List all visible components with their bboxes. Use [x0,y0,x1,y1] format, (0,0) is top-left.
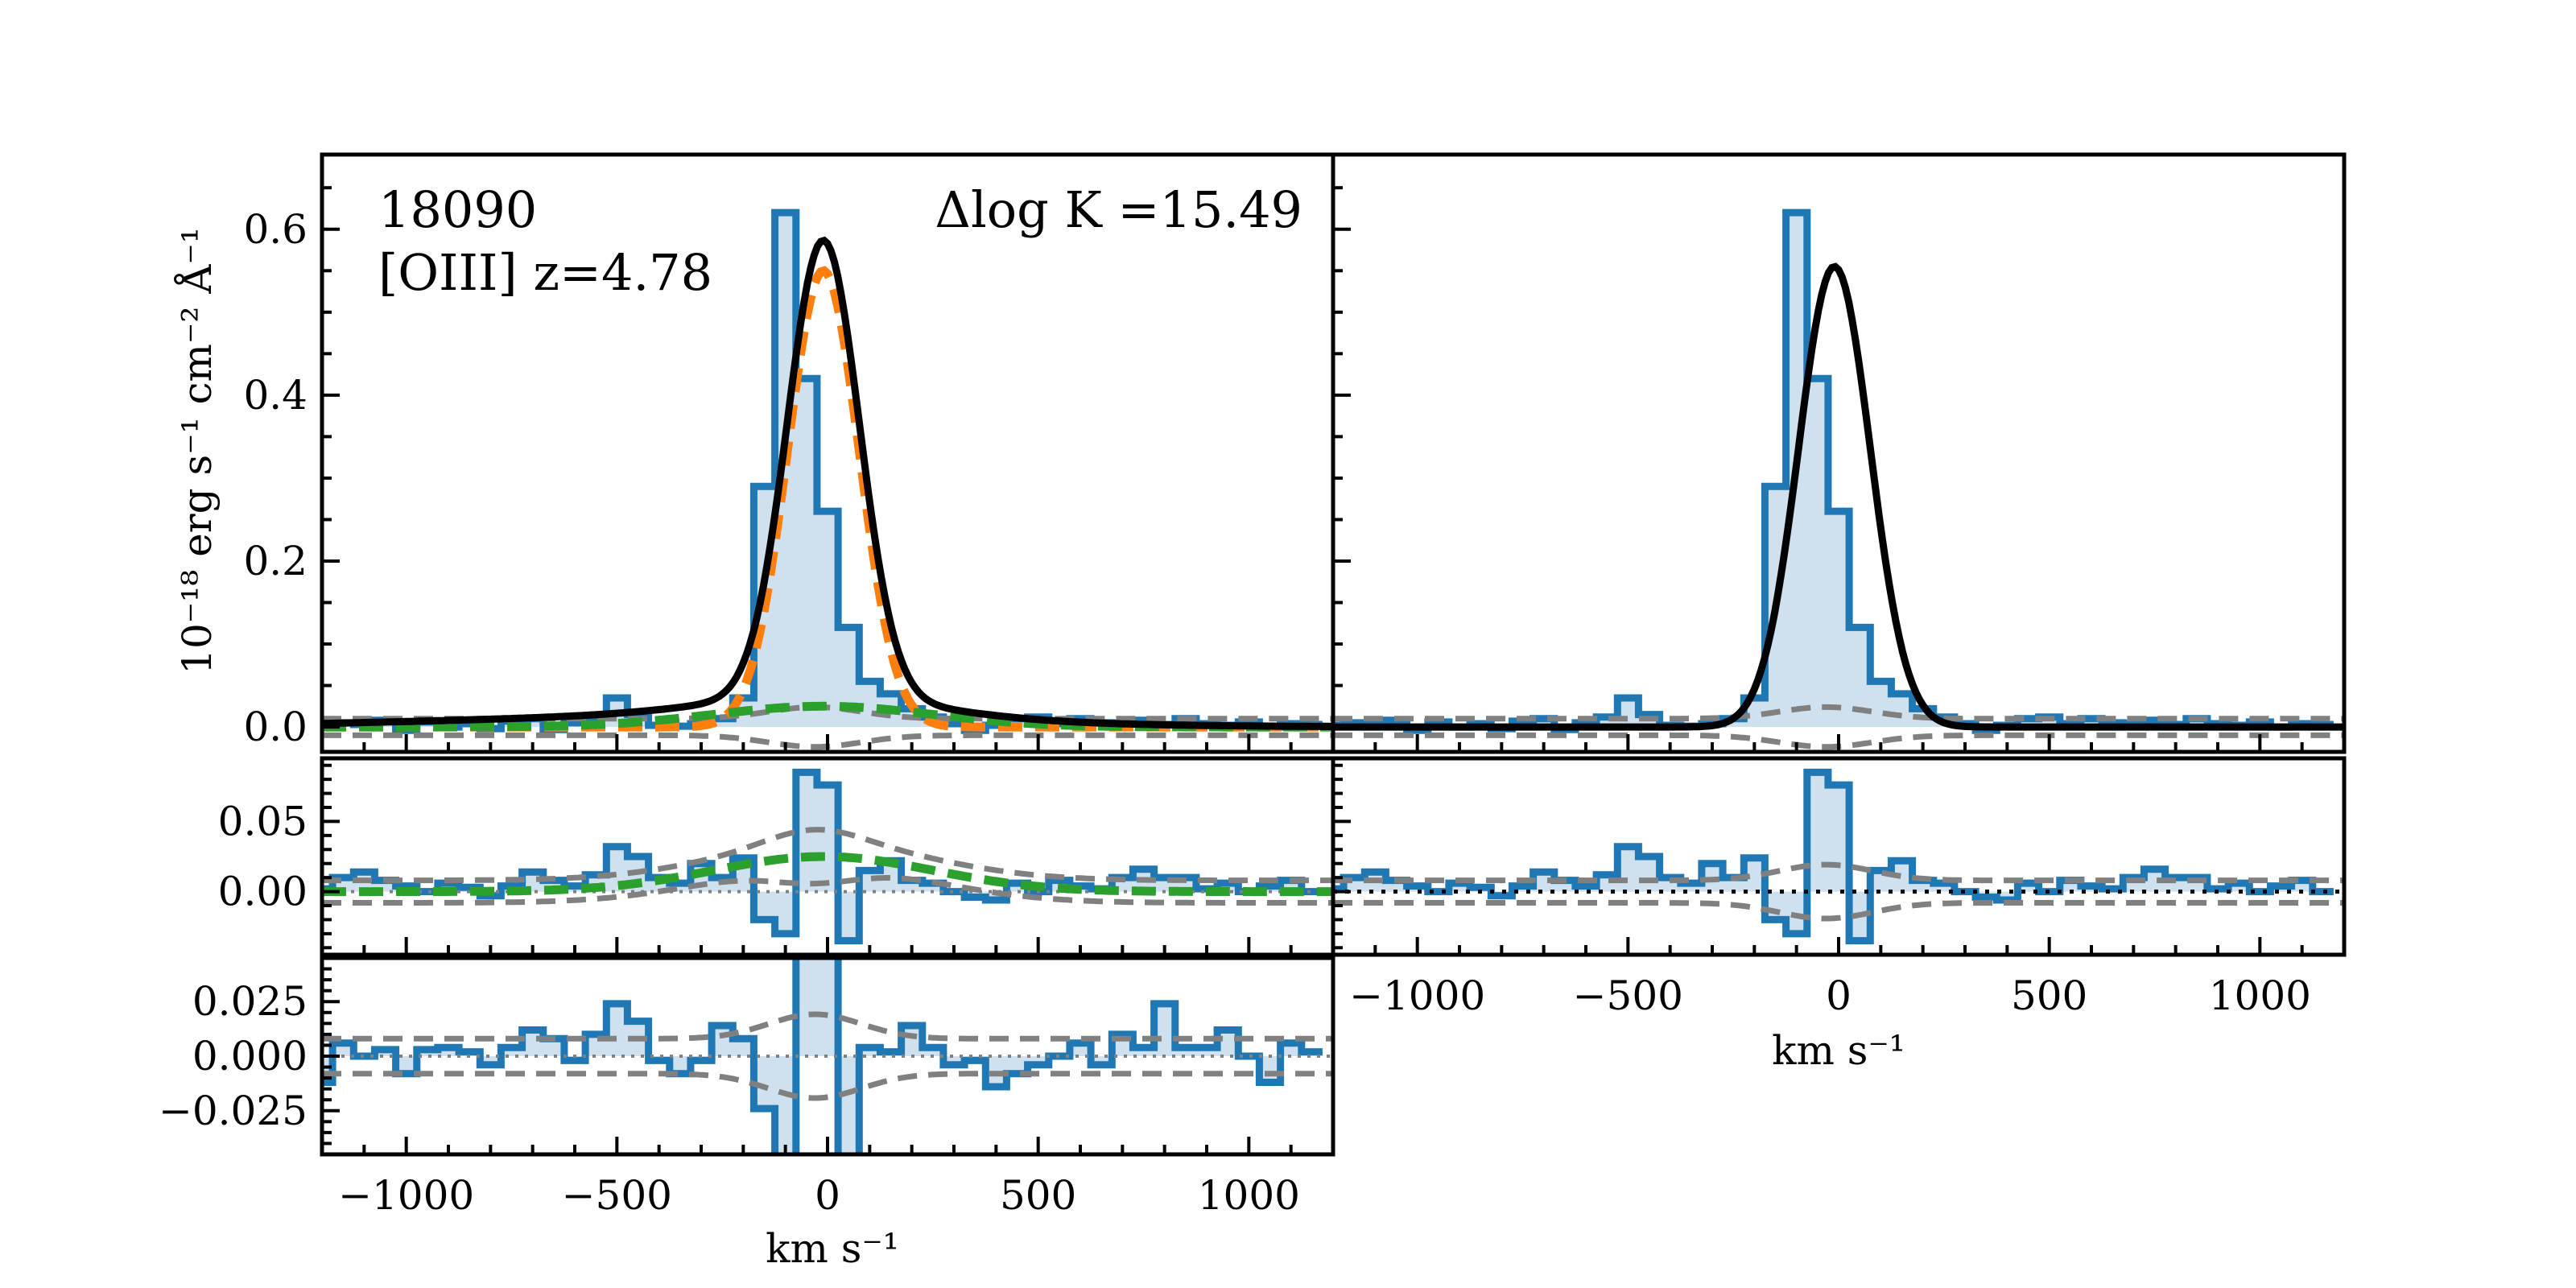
ml-broad-component [322,852,1333,897]
tl-broad-component [322,701,1333,732]
x-axis-label-right: km s⁻¹ [1772,1027,1905,1074]
mr-data-fill [1333,772,2334,941]
tl-data-fill [322,213,1323,731]
ml-noise-lower [322,875,1333,906]
line-redshift-label: [OIII] z=4.78 [378,243,712,302]
bl-noise-lower [322,1071,1333,1101]
tl-total-fit [322,236,1333,730]
y-axis-label: 10⁻¹⁸ erg s⁻¹ cm⁻² Å⁻¹ [173,227,221,675]
bl-xtick-label: 500 [1000,1172,1076,1219]
tr-noise-upper [1333,704,2344,722]
tl-ytick-label: 0.0 [243,704,308,750]
mr-noise-upper [1333,861,2344,884]
ml-ytick-label: 0.00 [218,869,308,915]
tr-data-fill [1333,213,2334,731]
panel-top-right [1333,208,2344,750]
bl-noise-upper [322,1011,1333,1042]
bl-data-fill [322,958,1323,1154]
mr-xtick-label: 500 [2011,972,2087,1019]
mr-xtick-label: −500 [1573,972,1683,1019]
mr-xtick-label: 1000 [2209,972,2311,1019]
bl-xtick-label: −500 [562,1172,672,1219]
delta-logk-label: Δlog K =15.49 [935,180,1302,239]
panel-top-left [322,208,1333,750]
tl-ytick-label: 0.6 [243,206,308,253]
bl-xtick-label: 0 [815,1172,840,1219]
bl-ytick-label: 0.025 [192,978,308,1025]
x-axis-label-left: km s⁻¹ [766,1225,899,1272]
mr-xtick-label: −1000 [1349,972,1485,1019]
bl-xtick-label: 1000 [1198,1172,1300,1219]
tr-total-fit [1333,262,2344,731]
panel-mid-right [1333,768,2344,945]
mr-noise-lower [1333,900,2344,922]
bl-data-step [322,958,1323,1154]
bl-ytick-label: 0.000 [192,1033,308,1080]
bl-ytick-label: −0.025 [159,1088,308,1134]
tl-ytick-label: 0.4 [243,372,308,419]
bl-xtick-label: −1000 [338,1172,474,1219]
ml-noise-upper [322,827,1333,884]
ml-ytick-label: 0.05 [218,798,308,844]
panel-bottom-left [322,958,1333,1154]
mr-xtick-label: 0 [1826,972,1852,1019]
object-id-label: 18090 [378,180,537,239]
axes-layer: −1000 −500 0 500 1000 −1000 −500 0 500 1000 0.0 0.2… [159,152,2347,1219]
tl-ytick-label: 0.2 [243,538,308,584]
panel-mid-left [322,768,1333,945]
